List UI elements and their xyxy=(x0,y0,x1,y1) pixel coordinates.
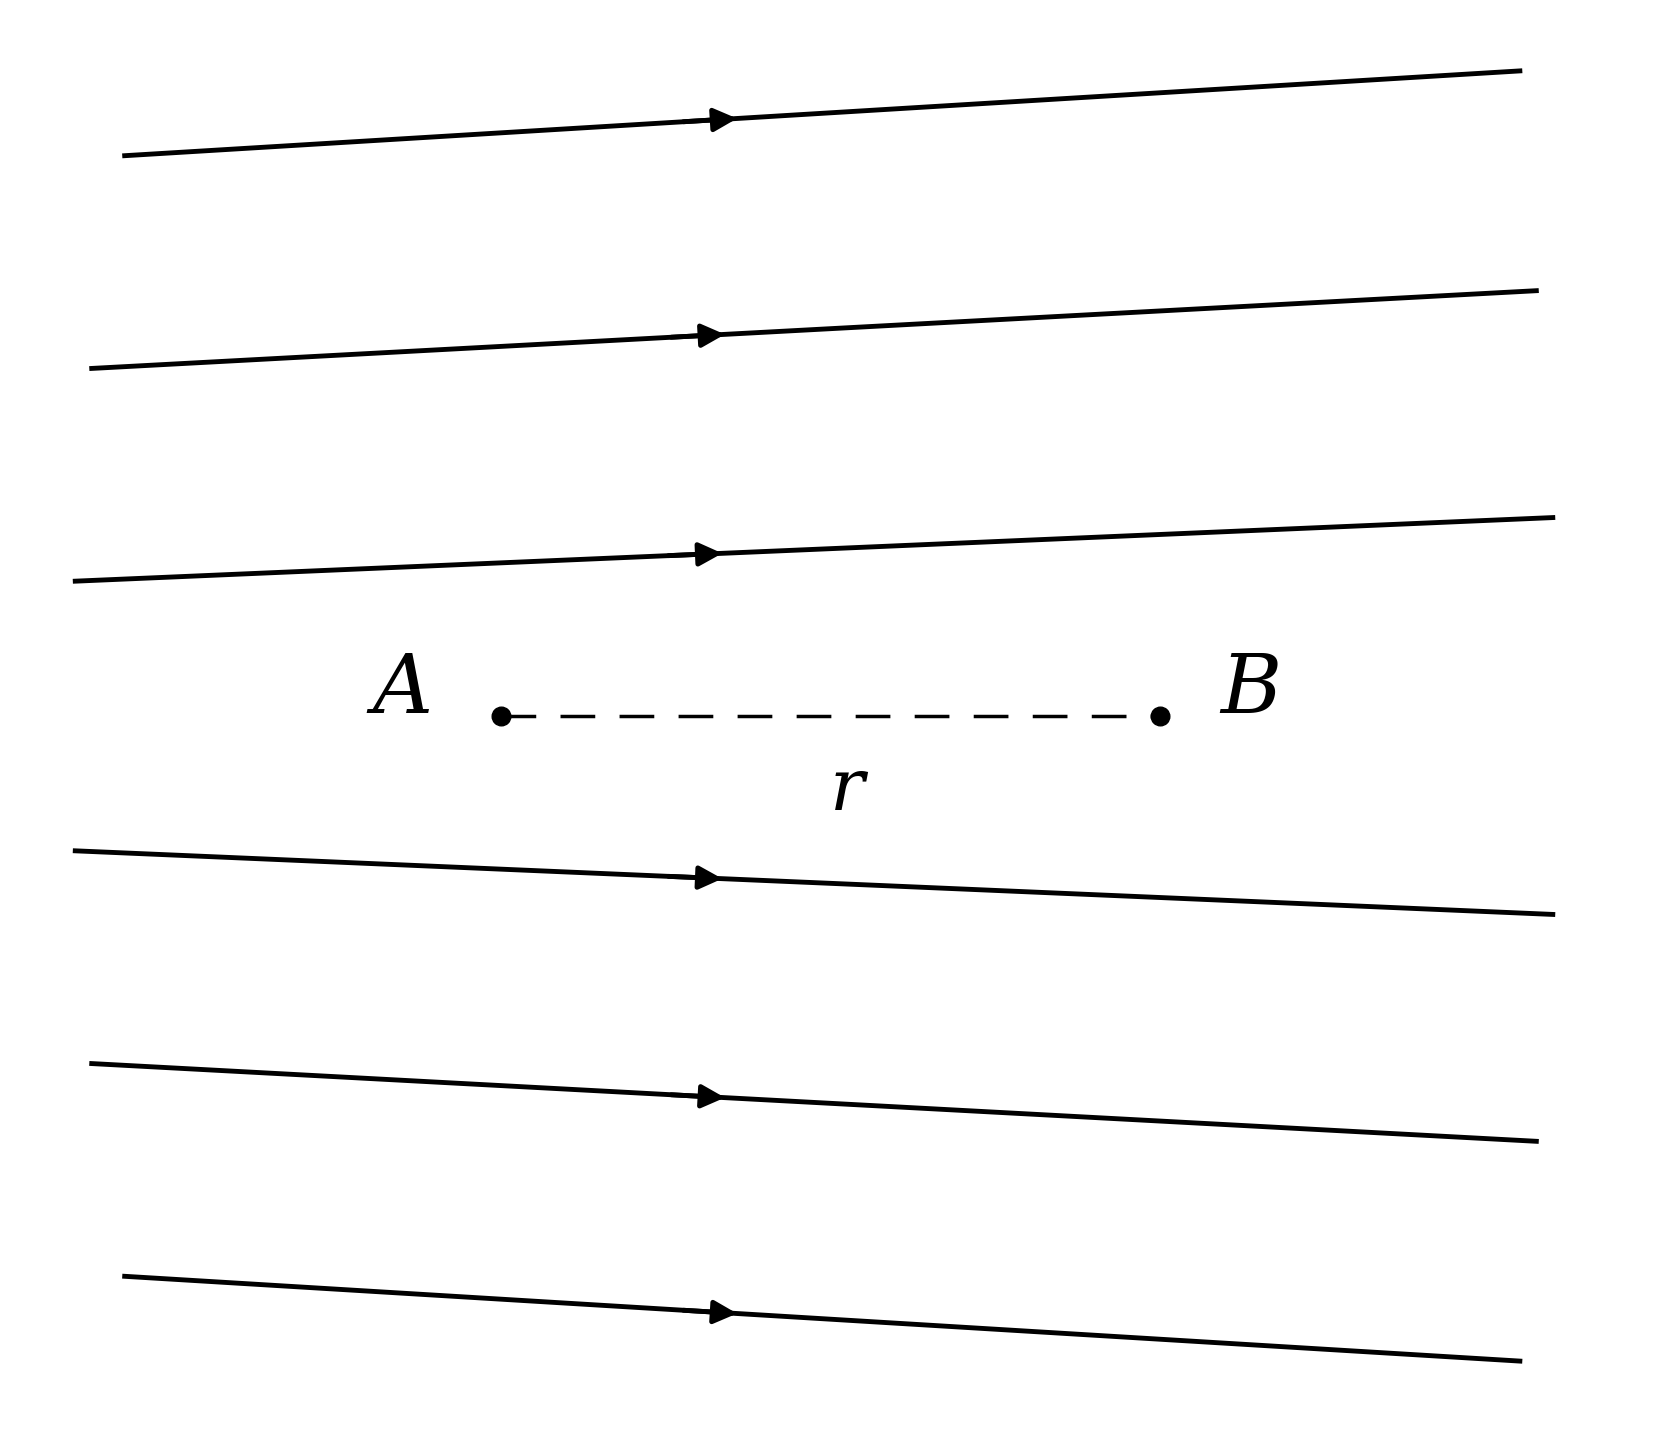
Text: r: r xyxy=(830,755,864,825)
Point xyxy=(488,705,515,727)
Point xyxy=(1146,705,1173,727)
Text: B: B xyxy=(1219,650,1281,730)
Text: A: A xyxy=(372,650,432,730)
